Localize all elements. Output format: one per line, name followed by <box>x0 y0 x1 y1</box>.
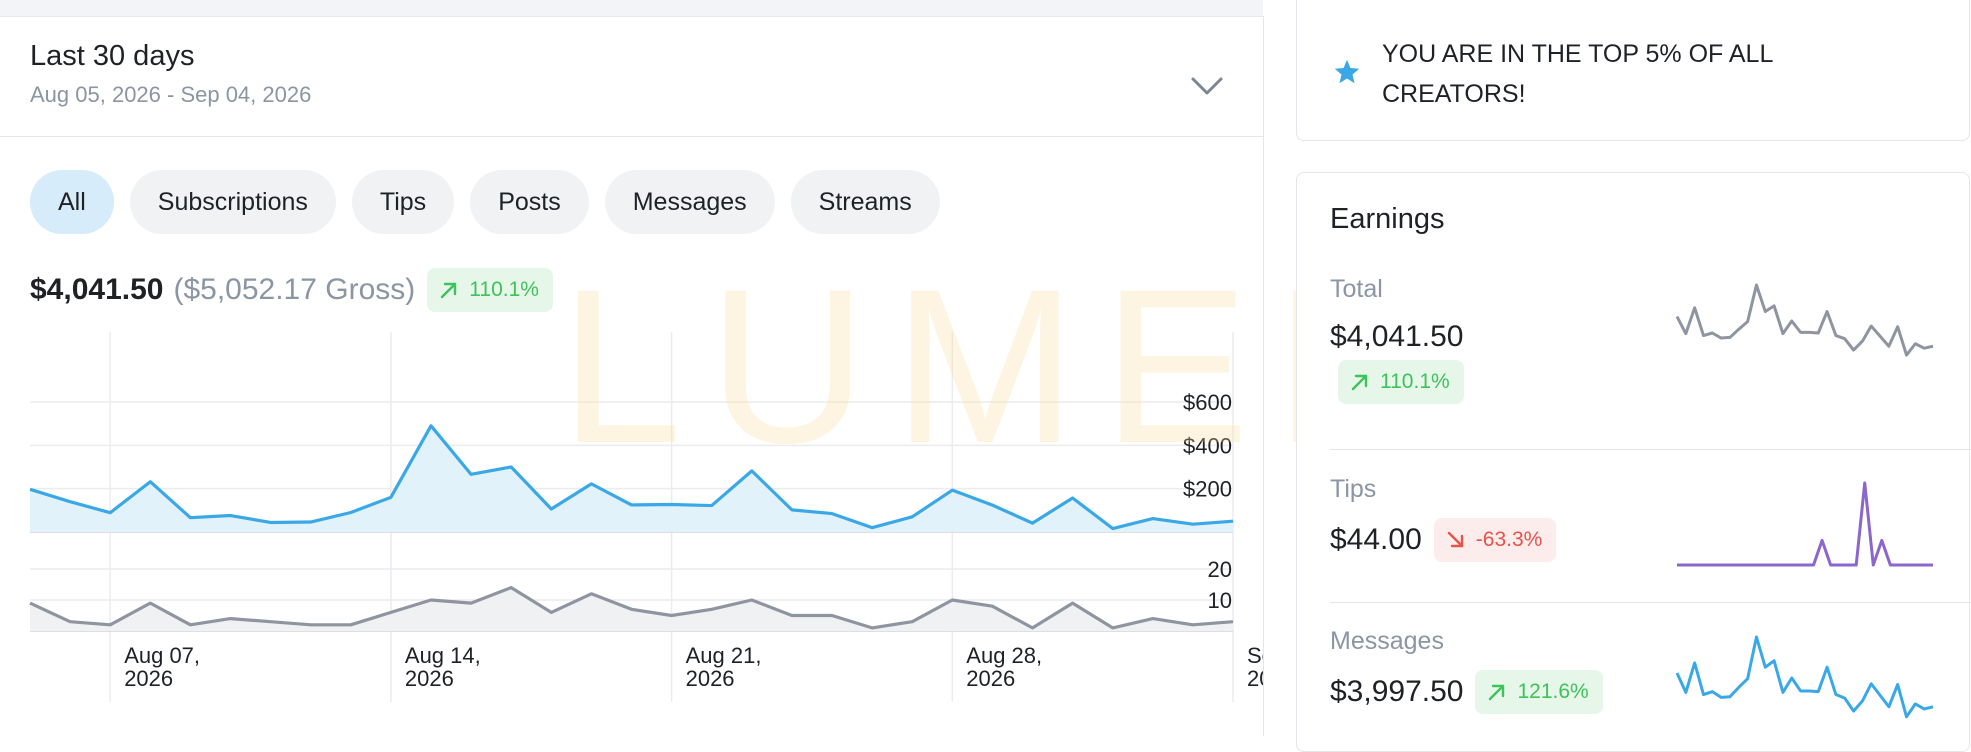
sparkline-path <box>1677 481 1933 567</box>
row-label: Total <box>1330 275 1383 303</box>
filter-streams[interactable]: Streams <box>790 170 940 234</box>
total-sparkline <box>1675 283 1934 357</box>
top-creator-card: YOU ARE IN THE TOP 5% OF ALL CREATORS! <box>1296 0 1970 141</box>
x-tick-label: 2026 <box>405 666 454 691</box>
earnings-title: Earnings <box>1330 203 1445 235</box>
top-creator-message: YOU ARE IN THE TOP 5% OF ALL CREATORS! <box>1382 40 1773 108</box>
star-icon <box>1334 59 1360 84</box>
gross-earnings: ($5,052.17 Gross) <box>173 273 416 306</box>
row-change-badge: 110.1% <box>1338 360 1464 404</box>
range-title: Last 30 days <box>30 40 195 72</box>
earnings-row-tips[interactable]: Tips $44.00 -63.3% <box>1330 475 1939 562</box>
row-change: 121.6% <box>1517 680 1589 703</box>
net-earnings: $4,041.50 <box>30 273 164 306</box>
sparkline-path <box>1675 635 1934 719</box>
y-tick-label: $200 <box>1183 477 1232 502</box>
arrow-up-right-icon <box>1351 374 1368 391</box>
x-tick-label: 2026 <box>686 666 735 691</box>
filter-tips[interactable]: Tips <box>351 170 455 234</box>
row-change: -63.3% <box>1475 528 1543 551</box>
earnings-line <box>29 424 1234 531</box>
filter-subscriptions[interactable]: Subscriptions <box>129 170 336 234</box>
arrow-up-right-icon <box>441 282 457 299</box>
x-tick-label: 2026 <box>124 666 173 691</box>
earnings-area <box>30 425 1233 532</box>
y-tick-label: 10 <box>1208 588 1232 613</box>
x-tick-label: Aug 28, <box>966 643 1042 668</box>
row-change-badge: 121.6% <box>1475 670 1603 714</box>
row-value-line: $3,997.50 121.6% <box>1330 670 1939 714</box>
divider <box>1330 602 1971 603</box>
tips-sparkline <box>1677 481 1933 567</box>
filter-posts[interactable]: Posts <box>470 170 589 234</box>
chevron-down-icon[interactable] <box>1188 74 1226 98</box>
earnings-summary: $4,041.50 ($5,052.17 Gross) 110.1% <box>30 268 553 312</box>
arrow-up-right-icon <box>1489 684 1505 701</box>
sparkline-path <box>1675 283 1934 357</box>
statistics-panel: Last 30 days Aug 05, 2026 - Sep 04, 2026… <box>0 16 1264 736</box>
y-tick-label: $600 <box>1183 390 1232 415</box>
category-filters: All Subscriptions Tips Posts Messages St… <box>30 170 956 234</box>
y-tick-label: 20 <box>1208 557 1232 582</box>
y-tick-label: $400 <box>1183 433 1232 458</box>
x-tick-label: 2026 <box>966 666 1015 691</box>
row-value-line: $44.00 -63.3% <box>1330 518 1939 562</box>
filter-all[interactable]: All <box>30 170 114 234</box>
earnings-card: Earnings Total $4,041.50 110.1% Tips $44… <box>1296 172 1971 752</box>
x-tick-label: Sep 04, <box>1247 643 1263 668</box>
earnings-row-messages[interactable]: Messages $3,997.50 121.6% <box>1330 627 1939 714</box>
divider <box>1330 449 1971 450</box>
x-tick-label: 2026 <box>1247 666 1263 691</box>
change-badge: 110.1% <box>427 268 553 312</box>
row-change: 110.1% <box>1380 370 1450 393</box>
range-dates: Aug 05, 2026 - Sep 04, 2026 <box>30 82 312 107</box>
x-tick-label: Aug 21, <box>686 643 762 668</box>
top-strip <box>0 0 1263 17</box>
row-label: Tips <box>1330 475 1377 503</box>
date-range-selector[interactable]: Last 30 days Aug 05, 2026 - Sep 04, 2026 <box>0 16 1263 137</box>
change-value: 110.1% <box>469 278 539 301</box>
x-tick-label: Aug 14, <box>405 643 481 668</box>
count-line <box>29 586 1234 630</box>
arrow-down-right-icon <box>1447 531 1463 548</box>
filter-messages[interactable]: Messages <box>604 170 775 234</box>
row-label: Messages <box>1330 627 1444 655</box>
row-value: $44.00 <box>1330 523 1422 556</box>
row-value: $3,997.50 <box>1330 675 1464 708</box>
earnings-row-total[interactable]: Total $4,041.50 110.1% <box>1330 275 1939 404</box>
row-value: $4,041.50 <box>1330 320 1464 353</box>
x-tick-label: Aug 07, <box>124 643 200 668</box>
messages-sparkline <box>1675 635 1934 719</box>
row-change-badge: -63.3% <box>1433 518 1557 562</box>
